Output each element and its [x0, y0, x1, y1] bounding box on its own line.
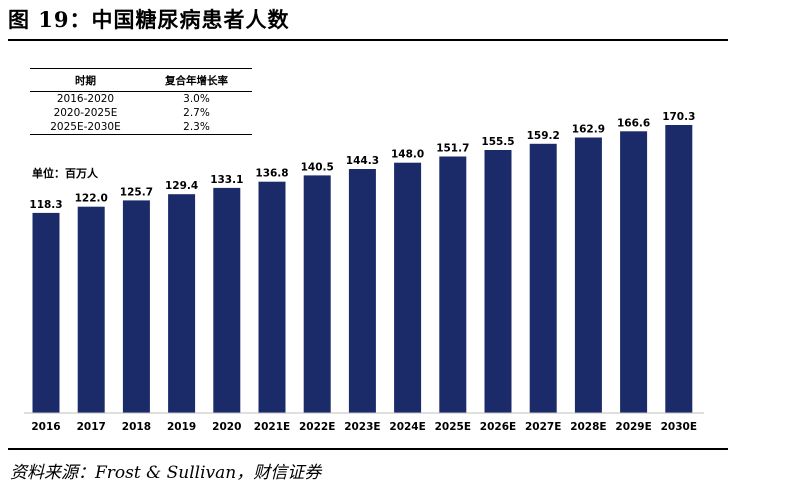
cagr-table: 时期 复合年增长率 2016-2020 3.0% 2020-2025E 2.7%…	[30, 68, 252, 135]
bar-2020	[213, 187, 241, 413]
table-header-period: 时期	[30, 68, 141, 92]
table-header-row: 时期 复合年增长率	[30, 68, 252, 92]
x-tick-label: 2018	[122, 421, 151, 433]
x-tick-label: 2030E	[661, 421, 697, 433]
chart-title: 图 19：中国糖尿病患者人数	[8, 7, 290, 32]
bar-value-label: 125.7	[120, 186, 153, 198]
x-tick-label: 2019	[167, 421, 196, 433]
title-rule	[8, 39, 728, 41]
bar-2030E	[665, 125, 693, 413]
table-row: 2025E-2030E 2.3%	[30, 120, 252, 135]
bar-value-label: 170.3	[662, 111, 695, 123]
bar-2016	[32, 212, 60, 413]
bar-2024E	[394, 162, 422, 413]
bar-2022E	[303, 175, 331, 413]
bar-value-label: 159.2	[527, 130, 560, 142]
bar-value-label: 151.7	[436, 143, 469, 155]
x-tick-label: 2024E	[389, 421, 425, 433]
bar-2018	[122, 200, 150, 413]
table-cell-rate: 2.3%	[141, 120, 252, 135]
table-header-cagr: 复合年增长率	[141, 68, 252, 92]
bar-2019	[168, 194, 196, 413]
bar-value-label: 148.0	[391, 149, 424, 161]
unit-label: 单位：百万人	[32, 167, 98, 180]
source-note: 资料来源：Frost & Sullivan，财信证券	[10, 463, 322, 483]
tick-labels-group: 2016 2017 2018 2019 2020 2021E 2022E 2023E 2024E…	[31, 421, 697, 433]
bar-value-label: 118.3	[29, 199, 62, 211]
bar-labels-group: 118.3 122.0 125.7 129.4 133.1 136.8 140.5 144.3…	[29, 111, 695, 211]
table-row: 2016-2020 3.0%	[30, 92, 252, 107]
x-tick-label: 2028E	[570, 421, 606, 433]
x-tick-label: 2017	[77, 421, 106, 433]
bar-2017	[77, 206, 105, 413]
table-cell-rate: 3.0%	[183, 93, 210, 105]
bar-2025E	[439, 156, 467, 413]
table-cell-period: 2025E-2030E	[30, 120, 141, 135]
x-tick-label: 2026E	[480, 421, 516, 433]
x-tick-label: 2027E	[525, 421, 561, 433]
x-tick-label: 2029E	[615, 421, 651, 433]
bars-group	[32, 125, 693, 414]
bar-value-label: 155.5	[481, 136, 514, 148]
bar-value-label: 133.1	[210, 174, 243, 186]
bar-value-label: 162.9	[572, 124, 605, 136]
bar-2029E	[620, 131, 648, 414]
x-tick-label: 2023E	[344, 421, 380, 433]
x-tick-label: 2016	[31, 421, 60, 433]
bar-2021E	[258, 181, 286, 413]
bar-2027E	[529, 143, 557, 414]
table-row: 2020-2025E 2.7%	[30, 106, 252, 120]
table-cell-period: 2016-2020	[56, 93, 115, 105]
bar-value-label: 129.4	[165, 180, 198, 192]
x-tick-label: 2022E	[299, 421, 335, 433]
bar-2026E	[484, 150, 512, 413]
bar-value-label: 140.5	[301, 161, 334, 173]
bar-value-label: 122.0	[75, 193, 108, 205]
source-rule	[8, 448, 728, 450]
bar-value-label: 136.8	[255, 168, 288, 180]
bar-value-label: 144.3	[346, 155, 379, 167]
x-tick-label: 2021E	[254, 421, 290, 433]
table-cell-period: 2020-2025E	[53, 107, 118, 119]
x-tick-label: 2025E	[435, 421, 471, 433]
bar-value-label: 166.6	[617, 117, 650, 129]
x-tick-label: 2020	[212, 421, 241, 433]
bar-2023E	[348, 169, 376, 413]
table-cell-rate: 2.7%	[183, 107, 210, 119]
bar-2028E	[574, 137, 602, 413]
